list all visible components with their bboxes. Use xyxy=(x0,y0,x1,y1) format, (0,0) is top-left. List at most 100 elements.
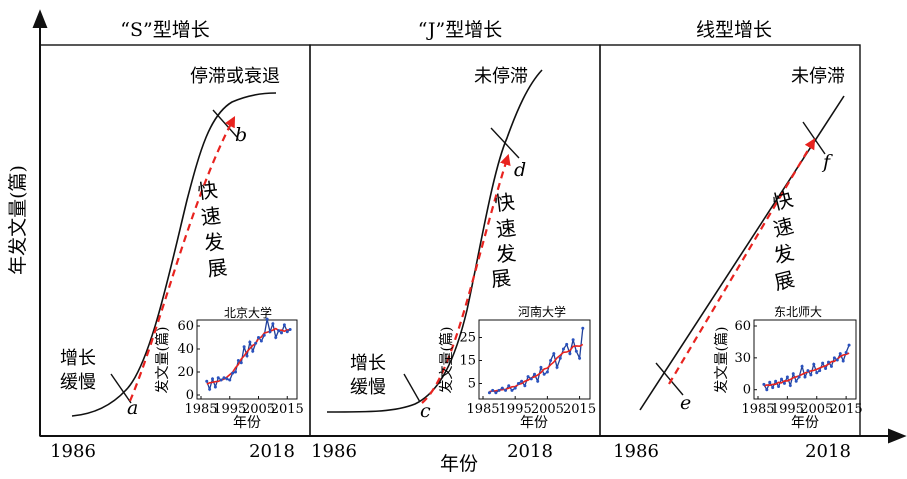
inset-data-point xyxy=(494,391,498,395)
x-axis-arrow-icon xyxy=(888,428,907,444)
panel-2-x-tick-start: 1986 xyxy=(311,441,357,462)
inset-data-point xyxy=(262,333,266,337)
inset-data-point xyxy=(277,329,281,333)
s-growth-curve xyxy=(71,92,277,417)
inset-data-point xyxy=(491,388,495,392)
inset-data-point xyxy=(545,370,549,374)
inset-3-marks xyxy=(762,343,851,392)
inset-data-point xyxy=(219,378,223,382)
s-fast-char-4: 展 xyxy=(206,255,229,281)
panel-1-x-tick-start: 1986 xyxy=(50,441,96,462)
inset-y-tick-label: 20 xyxy=(177,365,194,380)
inset-y-tick-label: 60 xyxy=(177,319,194,334)
inset-data-point xyxy=(780,377,783,381)
j-fast-trend-arrow xyxy=(421,153,511,404)
y-axis-label: 年发文量(篇) xyxy=(7,165,29,275)
inset-2-marks xyxy=(487,326,585,395)
inset-x-tick-label: 1985 xyxy=(184,402,217,417)
inset-2-ylabel: 发文量(篇) xyxy=(439,327,455,394)
inset-data-point xyxy=(768,380,772,384)
inset-data-point xyxy=(549,359,553,362)
inset-data-point xyxy=(791,372,795,376)
panel-3-x-tick-start: 1986 xyxy=(613,441,659,462)
j-end-label: 未停滞 xyxy=(474,66,528,87)
panel-3-frame xyxy=(599,44,861,437)
s-slow-label-line-1: 增长 xyxy=(60,348,96,369)
inset-data-point xyxy=(205,379,209,383)
inset-data-point xyxy=(762,382,766,386)
inset-2-title: 河南大学 xyxy=(518,304,566,319)
s-fast-char-1: 快 xyxy=(196,178,219,204)
inset-data-point xyxy=(236,359,240,362)
inset-data-point xyxy=(536,379,540,383)
inset-data-point xyxy=(552,352,556,356)
linear-fast-char-4: 展 xyxy=(772,267,797,295)
inset-data-point xyxy=(251,349,255,353)
inset-data-point xyxy=(788,383,792,387)
linear-stage-mark-e xyxy=(655,362,684,396)
inset-data-point xyxy=(571,338,575,342)
s-stage-mark-b xyxy=(212,109,238,138)
inset-3-frame xyxy=(753,319,857,400)
inset-data-point xyxy=(213,385,217,389)
j-growth-curve xyxy=(326,69,543,413)
inset-1-yticks: 0 20 40 60 xyxy=(177,319,200,403)
inset-x-tick-label: 2005 xyxy=(531,402,564,417)
s-fast-char-2: 速 xyxy=(199,203,222,229)
inset-data-point xyxy=(539,365,543,369)
inset-y-tick-label: 60 xyxy=(734,319,751,334)
inset-trend-line xyxy=(763,352,850,387)
inset-data-point xyxy=(574,349,578,353)
inset-data-point xyxy=(510,388,514,392)
inset-data-point xyxy=(847,343,851,347)
inset-data-point xyxy=(838,352,842,356)
inset-data-point xyxy=(832,356,836,360)
inset-data-point xyxy=(803,375,807,379)
inset-x-tick-label: 2015 xyxy=(563,402,596,417)
inset-data-point xyxy=(265,317,269,321)
inset-2-frame xyxy=(478,319,591,400)
inset-2-xlabel: 年份 xyxy=(520,415,548,431)
inset-data-point xyxy=(526,375,530,379)
j-fast-char-3: 发 xyxy=(495,241,518,267)
inset-data-point xyxy=(824,366,828,370)
inset-data-point xyxy=(254,341,258,345)
inset-x-tick-label: 2005 xyxy=(800,402,833,417)
inset-data-point xyxy=(568,352,572,356)
inset-data-point xyxy=(280,331,283,335)
inset-data-point xyxy=(774,379,778,383)
inset-data-point xyxy=(274,336,278,339)
panel-2-x-tick-end: 2018 xyxy=(507,441,553,462)
j-fast-char-1: 快 xyxy=(493,189,516,215)
inset-data-point xyxy=(271,322,275,326)
j-point-c-label: c xyxy=(420,400,431,422)
j-fast-label: 快 速 发 展 xyxy=(490,189,518,291)
panel-2-schematic: 增长 缓慢 未停滞 c d 快 速 发 展 xyxy=(326,66,543,422)
j-stage-mark-d xyxy=(490,127,520,159)
inset-x-tick-label: 1985 xyxy=(466,402,499,417)
inset-data-point xyxy=(771,386,775,390)
inset-data-point xyxy=(555,365,559,369)
inset-data-point xyxy=(257,336,260,339)
inset-data-point xyxy=(841,359,845,363)
inset-x-tick-label: 1995 xyxy=(213,402,246,417)
panel-1-schematic: 增长 缓慢 停滞或衰退 a b 快 速 发 展 xyxy=(60,66,280,419)
inset-data-point xyxy=(208,387,212,391)
panel-1-x-tick-end: 2018 xyxy=(249,441,295,462)
y-axis-arrow-icon xyxy=(32,9,48,28)
inset-data-point xyxy=(216,376,220,380)
panel-3-x-tick-end: 2018 xyxy=(805,441,851,462)
linear-fast-label: 快 速 发 展 xyxy=(770,187,797,295)
inset-2-yticks: 5 15 25 xyxy=(459,331,482,392)
inset-data-point xyxy=(812,362,816,366)
inset-data-point xyxy=(529,377,533,381)
x-axis-label: 年份 xyxy=(440,453,478,475)
inset-data-point xyxy=(829,364,833,368)
inset-data-point xyxy=(282,323,286,327)
inset-y-tick-label: 15 xyxy=(459,354,476,369)
inset-data-point xyxy=(765,388,769,392)
inset-data-point xyxy=(800,364,804,368)
